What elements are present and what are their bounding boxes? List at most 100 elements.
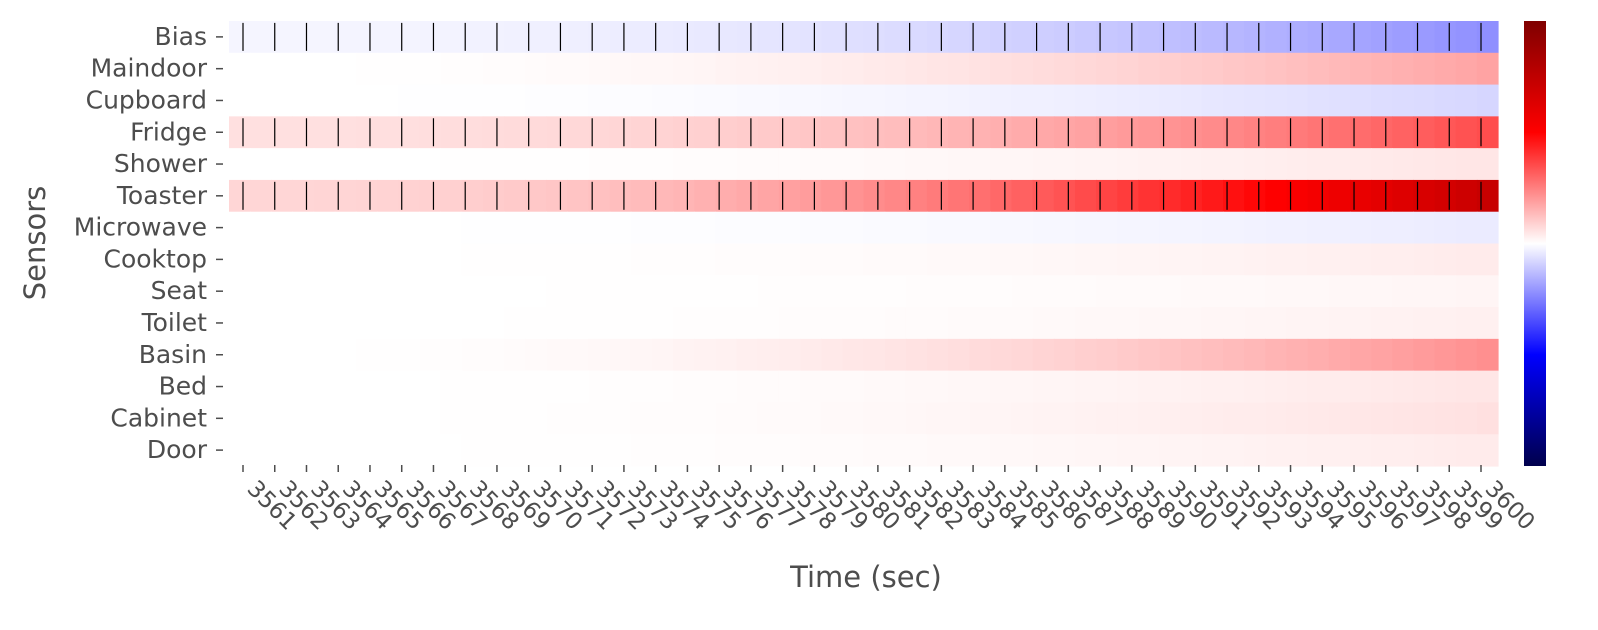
heatmap-cell bbox=[1392, 402, 1414, 435]
heatmap-cell bbox=[1096, 148, 1118, 181]
heatmap-cell bbox=[1138, 338, 1161, 372]
heatmap-cell bbox=[377, 211, 399, 245]
heatmap-cell bbox=[503, 179, 526, 213]
heatmap-cell bbox=[842, 21, 865, 54]
heatmap-cell bbox=[271, 84, 294, 117]
heatmap-cell bbox=[1434, 84, 1457, 117]
heatmap-cell bbox=[821, 434, 843, 467]
heatmap-cell bbox=[1265, 21, 1288, 54]
heatmap-cell bbox=[546, 370, 568, 404]
heatmap-cell bbox=[292, 307, 315, 340]
heatmap-cell bbox=[1244, 52, 1266, 86]
heatmap-cell bbox=[926, 148, 949, 181]
heatmap-cell bbox=[1349, 338, 1372, 372]
heatmap-cell bbox=[1075, 338, 1097, 372]
heatmap-cell bbox=[948, 338, 970, 372]
heatmap-cell bbox=[440, 179, 463, 213]
heatmap-cell bbox=[1032, 21, 1055, 54]
heatmap-cell bbox=[673, 275, 695, 308]
heatmap-cell bbox=[1265, 275, 1288, 308]
heatmap-cell bbox=[1032, 370, 1055, 404]
heatmap-cell bbox=[1413, 84, 1436, 117]
heatmap-cell bbox=[1434, 243, 1457, 276]
heatmap-cell bbox=[1244, 148, 1266, 181]
heatmap-cell bbox=[1032, 116, 1055, 149]
heatmap-cell bbox=[884, 338, 907, 372]
heatmap-cell bbox=[398, 370, 420, 404]
heatmap-cell bbox=[355, 52, 378, 86]
heatmap-cell bbox=[250, 148, 272, 181]
heatmap-cell bbox=[334, 434, 357, 467]
heatmap-cell bbox=[609, 370, 632, 404]
heatmap-cell bbox=[1117, 243, 1140, 276]
heatmap-cell bbox=[630, 84, 653, 117]
heatmap-cell bbox=[229, 275, 251, 308]
heatmap-cell bbox=[694, 370, 717, 404]
heatmap-cell bbox=[313, 243, 336, 276]
heatmap-cell bbox=[334, 370, 357, 404]
heatmap-cell bbox=[546, 338, 568, 372]
heatmap-cell bbox=[1476, 84, 1499, 117]
heatmap-cell bbox=[694, 84, 717, 117]
heatmap-cell bbox=[525, 338, 547, 372]
heatmap-cell bbox=[842, 84, 865, 117]
heatmap-cell bbox=[1349, 370, 1372, 404]
heatmap-cell bbox=[313, 338, 336, 372]
heatmap-cell bbox=[292, 84, 315, 117]
heatmap-cell bbox=[355, 275, 378, 308]
heatmap-cell bbox=[1244, 243, 1266, 276]
heatmap-cell bbox=[546, 116, 568, 149]
heatmap-cell bbox=[440, 370, 463, 404]
heatmap-cell bbox=[1455, 52, 1478, 86]
heatmap-cell bbox=[334, 402, 357, 435]
heatmap-cell bbox=[461, 211, 484, 245]
heatmap-cell bbox=[990, 21, 1013, 54]
heatmap-cell bbox=[271, 307, 294, 340]
heatmap-cell bbox=[567, 338, 590, 372]
heatmap-cell bbox=[1307, 84, 1330, 117]
heatmap-cell bbox=[1117, 211, 1140, 245]
heatmap-cell bbox=[1265, 370, 1288, 404]
heatmap-cell bbox=[1307, 116, 1330, 149]
heatmap-cell bbox=[461, 148, 484, 181]
heatmap-cell bbox=[1328, 179, 1351, 213]
heatmap-cell bbox=[1286, 370, 1309, 404]
heatmap-cell bbox=[842, 275, 865, 308]
heatmap-cell bbox=[609, 52, 632, 86]
heatmap-cell bbox=[482, 434, 505, 467]
heatmap-cell bbox=[1265, 84, 1288, 117]
heatmap-cell bbox=[1011, 148, 1034, 181]
heatmap-cell bbox=[271, 370, 294, 404]
heatmap-cell bbox=[1349, 434, 1372, 467]
heatmap-cell bbox=[461, 179, 484, 213]
heatmap-cell bbox=[1434, 21, 1457, 54]
heatmap-cell bbox=[1328, 338, 1351, 372]
heatmap-cell bbox=[757, 434, 780, 467]
heatmap-cell bbox=[673, 402, 695, 435]
heatmap-cell bbox=[419, 434, 442, 467]
heatmap-cell bbox=[926, 434, 949, 467]
heatmap-cell bbox=[588, 243, 611, 276]
heatmap-cell bbox=[1265, 243, 1288, 276]
heatmap-cell bbox=[609, 21, 632, 54]
heatmap-cell bbox=[842, 434, 865, 467]
heatmap-cell bbox=[292, 52, 315, 86]
heatmap-cell bbox=[440, 116, 463, 149]
heatmap-cell bbox=[567, 148, 590, 181]
heatmap-cell bbox=[736, 434, 759, 467]
heatmap-cell bbox=[1053, 275, 1076, 308]
heatmap-cell bbox=[1075, 84, 1097, 117]
heatmap-cell bbox=[630, 275, 653, 308]
heatmap-cell bbox=[546, 243, 568, 276]
heatmap-cell bbox=[313, 402, 336, 435]
heatmap-cell bbox=[334, 338, 357, 372]
heatmap-cell bbox=[1011, 370, 1034, 404]
heatmap-cell bbox=[461, 402, 484, 435]
heatmap-cell bbox=[652, 52, 674, 86]
heatmap-cell bbox=[1159, 338, 1182, 372]
heatmap-cell bbox=[1286, 21, 1309, 54]
heatmap-cell bbox=[905, 402, 928, 435]
heatmap-cell bbox=[969, 211, 991, 245]
heatmap-cell bbox=[1455, 338, 1478, 372]
heatmap-cell bbox=[1455, 243, 1478, 276]
